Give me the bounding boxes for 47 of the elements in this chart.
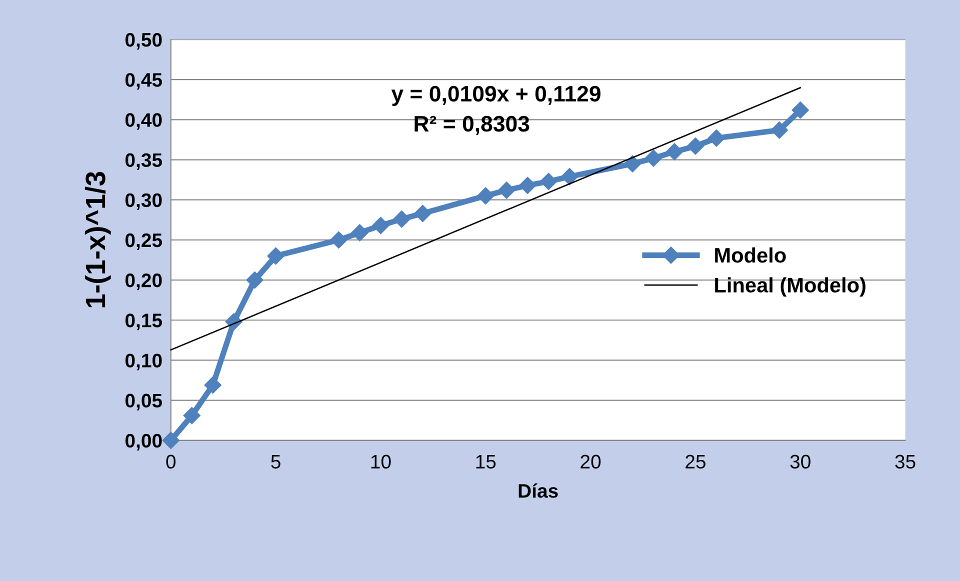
x-tick-label: 30	[790, 454, 810, 469]
y-tick-label: 0,40	[125, 113, 162, 130]
point	[204, 376, 222, 394]
point	[792, 102, 809, 119]
point	[414, 204, 432, 222]
annotation: R² = 0,8303	[414, 116, 530, 135]
y-tick-label: 0,50	[125, 32, 162, 50]
x-tick-label: 10	[371, 454, 391, 469]
point	[624, 155, 642, 172]
y-axis-title: 1-(1-x)^1/3	[84, 172, 111, 308]
y-tick-label: 0,45	[125, 73, 162, 90]
legend-label: Lineal (Modelo)	[715, 277, 866, 297]
annotation: y = 0,0109x + 0,1129	[391, 86, 600, 106]
point	[498, 182, 516, 199]
y-tick-label: 0,10	[125, 354, 162, 370]
y-tick-label: 0,00	[125, 434, 162, 450]
y-tick-label: 0,20	[125, 274, 162, 290]
x-axis-title: Días	[518, 483, 558, 498]
y-tick-label: 0,30	[125, 193, 162, 210]
point	[770, 122, 788, 139]
legend-label: Modelo	[715, 247, 786, 263]
x-tick-label: 0	[166, 454, 176, 469]
point	[183, 406, 200, 424]
y-tick-label: 0,05	[125, 394, 162, 410]
point	[330, 231, 348, 249]
x-tick-label: 35	[895, 454, 916, 469]
x-tick-label: 15	[476, 455, 496, 469]
y-tick-label: 0,15	[125, 314, 162, 330]
x-tick-label: 5	[271, 455, 280, 469]
y-tick-label: 0,25	[125, 233, 162, 250]
point	[644, 150, 662, 167]
point	[708, 130, 725, 147]
x-tick-label: 25	[686, 454, 706, 469]
point	[519, 176, 536, 194]
y-tick-label: 0,35	[125, 153, 162, 170]
point	[372, 216, 390, 234]
x-tick-label: 20	[580, 454, 601, 469]
point	[686, 138, 704, 155]
point	[540, 172, 558, 190]
point	[267, 247, 284, 265]
point	[477, 187, 494, 204]
point	[351, 224, 368, 242]
point	[393, 210, 410, 228]
point	[561, 168, 578, 186]
point	[162, 432, 180, 449]
point	[666, 143, 684, 160]
point	[246, 271, 264, 289]
